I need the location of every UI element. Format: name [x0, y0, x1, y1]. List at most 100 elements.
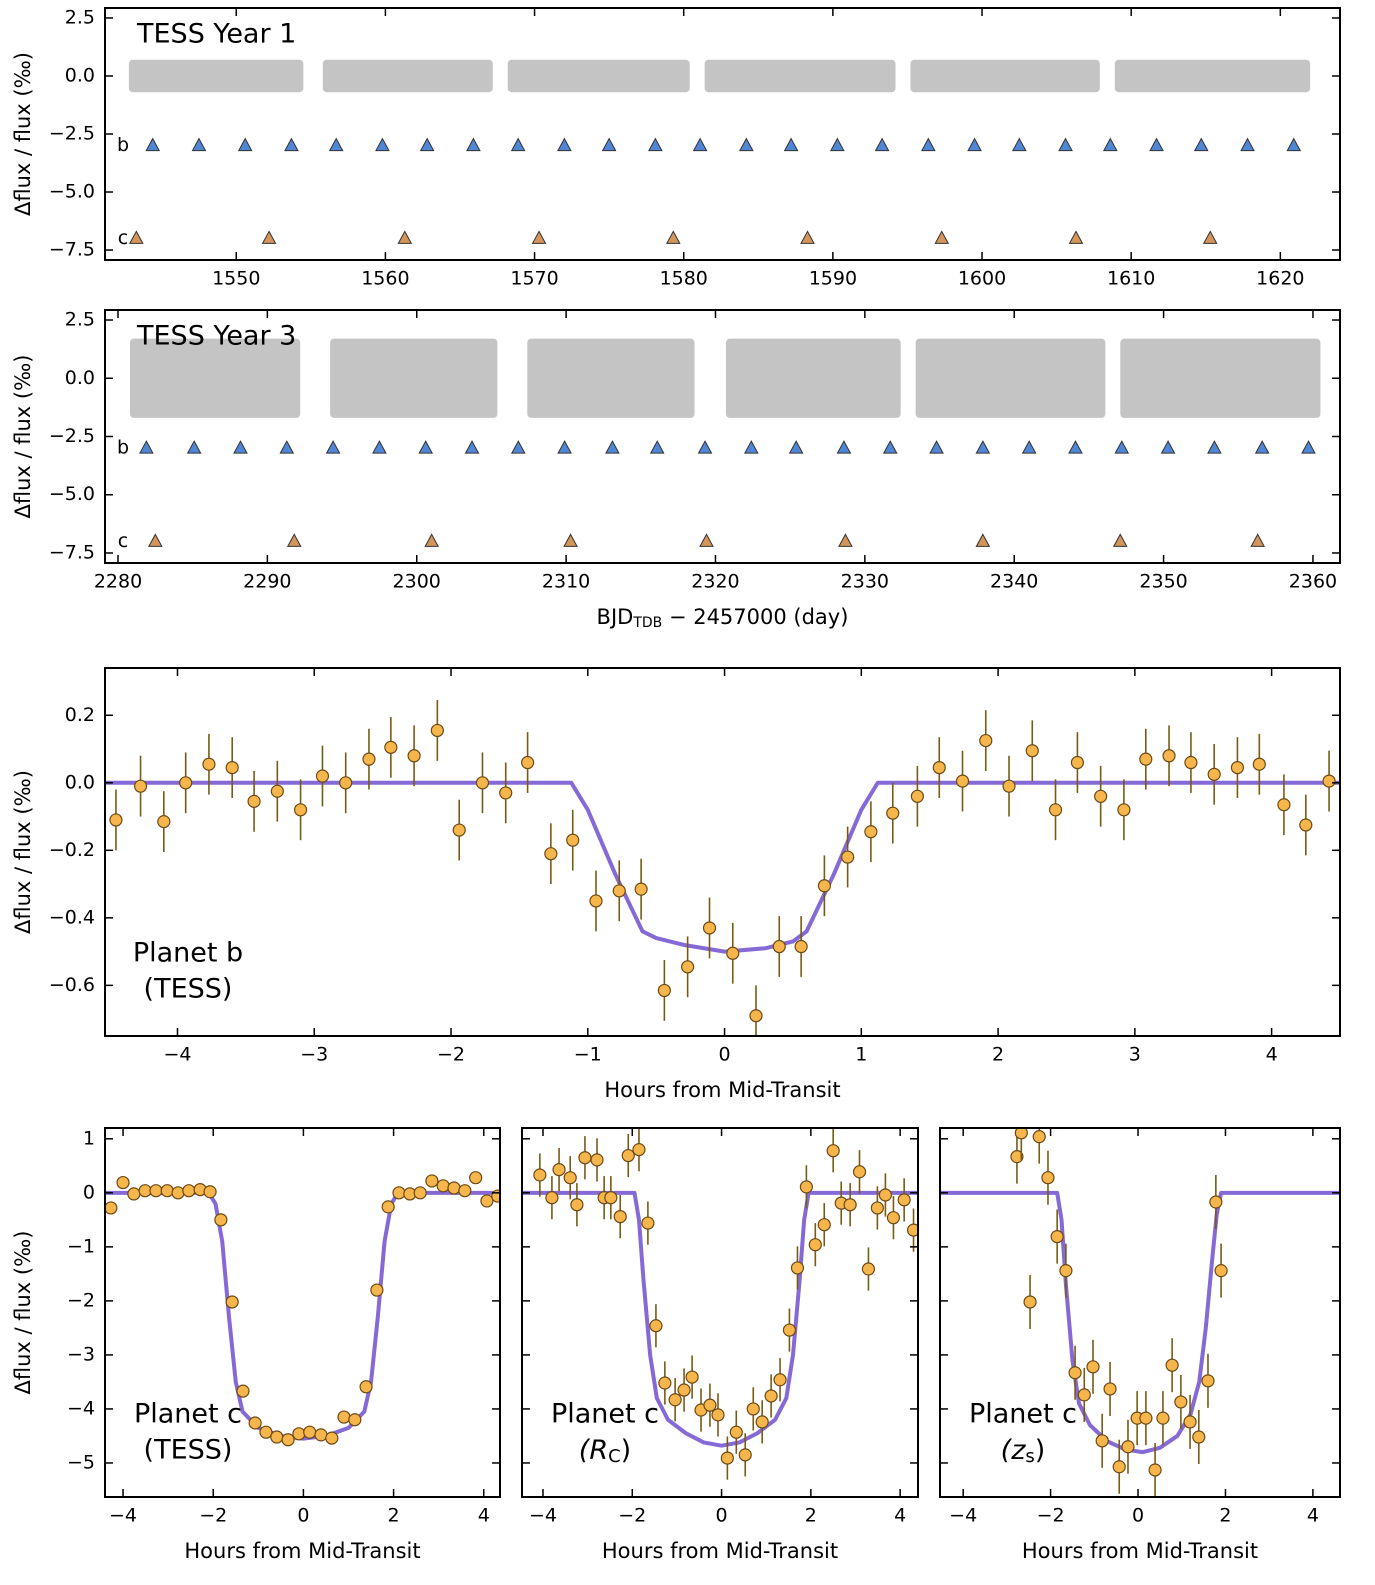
band-close: ): [621, 1435, 632, 1466]
flux-band: [704, 59, 896, 93]
plot-area: [522, 1128, 918, 1480]
x-tick-label: 1550: [212, 268, 260, 290]
data-point: [910, 789, 924, 803]
data-point: [1070, 755, 1085, 770]
data-point: [702, 921, 717, 935]
data-point: [469, 1171, 483, 1185]
x-tick-label: 2: [388, 1505, 400, 1527]
annotation: Planet c: [551, 1399, 659, 1430]
data-point: [533, 1168, 547, 1182]
data-point: [1192, 1430, 1206, 1444]
x-label-main: Hours from Mid-Transit: [184, 1539, 420, 1563]
transit-marker: [601, 137, 617, 152]
flux-band: [330, 338, 498, 418]
transit-marker: [147, 533, 163, 547]
transit-marker: [286, 533, 302, 547]
data-point: [225, 760, 239, 775]
data-point: [612, 884, 626, 898]
transit-marker: [783, 137, 799, 152]
transit-marker: [372, 440, 387, 454]
data-point: [1014, 1128, 1028, 1140]
data-point: [1322, 774, 1336, 788]
data-point: [348, 1413, 362, 1427]
x-axis-label: BJDTDB − 2457000 (day): [597, 605, 849, 631]
y-tick-label: −0.6: [49, 974, 95, 996]
x-tick-label: 2320: [691, 571, 739, 593]
data-point: [563, 1171, 577, 1185]
data-point: [381, 1200, 395, 1214]
axes-frame: [521, 1127, 919, 1498]
data-point: [407, 749, 421, 763]
series-label: b: [117, 437, 129, 459]
annotation: Planet b: [133, 938, 243, 969]
data-point: [314, 1428, 328, 1442]
x-tick-label: 3: [1129, 1044, 1141, 1066]
data-point: [703, 1398, 717, 1412]
data-point: [726, 946, 740, 960]
x-tick-label: 1590: [809, 268, 857, 290]
data-point: [182, 1184, 196, 1198]
y-tick-label: 1: [83, 1127, 95, 1149]
data-point: [604, 1191, 618, 1205]
data-point: [649, 1319, 663, 1333]
data-point: [685, 1370, 699, 1384]
model-curve: [522, 1190, 918, 1448]
y-tick-label: 2.5: [65, 6, 95, 28]
transit-marker: [375, 137, 390, 152]
data-point: [1023, 1295, 1037, 1309]
data-point: [764, 1389, 778, 1403]
data-point: [566, 833, 580, 847]
data-point: [1077, 1388, 1091, 1402]
band-sub: s: [1025, 1446, 1034, 1467]
y-axis-label: Δflux / flux (‰): [11, 52, 35, 216]
transit-marker: [920, 137, 936, 152]
y-tick-label: 0.0: [65, 367, 95, 389]
transit-marker: [139, 440, 154, 454]
data-point: [447, 1181, 461, 1195]
data-point: [171, 1186, 185, 1200]
x-tick-label: 0: [1132, 1505, 1144, 1527]
annotation: Planet c: [134, 1399, 242, 1430]
data-point: [799, 1180, 813, 1194]
transit-marker: [261, 230, 277, 244]
data-point: [521, 755, 535, 770]
x-tick-label: −4: [529, 1505, 557, 1527]
plot-area: [940, 1128, 1340, 1497]
data-point: [491, 1189, 500, 1203]
x-tick-label: −1: [574, 1044, 602, 1066]
data-point: [499, 786, 513, 800]
data-point: [1214, 1264, 1228, 1278]
x-label-sub: TDB: [632, 615, 662, 631]
data-point: [1139, 1411, 1153, 1425]
data-point: [552, 1163, 566, 1177]
series-label: c: [118, 227, 128, 249]
panel: 2.5 0.0 −2.5 −5.0 −7.5 2280 2290 2300 2310 2320 23…: [11, 309, 1341, 631]
y-tick-label: −2.5: [49, 425, 95, 447]
data-point: [794, 939, 808, 954]
data-point: [1032, 1130, 1046, 1144]
transit-marker: [929, 440, 944, 454]
transit-marker: [510, 440, 526, 454]
transit-marker: [1254, 440, 1270, 454]
x-tick-label: 2330: [841, 571, 889, 593]
data-point: [325, 1431, 339, 1445]
x-tick-label: 1600: [958, 268, 1006, 290]
flux-band: [725, 338, 901, 418]
y-tick-label: −0.2: [49, 839, 95, 861]
flux-band: [527, 338, 695, 418]
data-point: [1121, 1440, 1135, 1454]
data-point: [1112, 1460, 1126, 1474]
x-tick-label: 2290: [243, 571, 291, 593]
data-point: [1209, 1195, 1223, 1209]
data-point: [634, 882, 648, 896]
data-point: [864, 825, 878, 839]
data-point: [1165, 1358, 1179, 1372]
x-label-rest: − 2457000 (day): [662, 605, 848, 629]
x-label-main: Hours from Mid-Transit: [602, 1539, 838, 1563]
data-point: [293, 803, 308, 817]
series-label: c: [118, 530, 128, 552]
transit-marker: [237, 137, 253, 152]
transit-marker: [1149, 137, 1164, 152]
x-tick-label: 2: [805, 1505, 817, 1527]
transit-marker: [1207, 440, 1222, 454]
